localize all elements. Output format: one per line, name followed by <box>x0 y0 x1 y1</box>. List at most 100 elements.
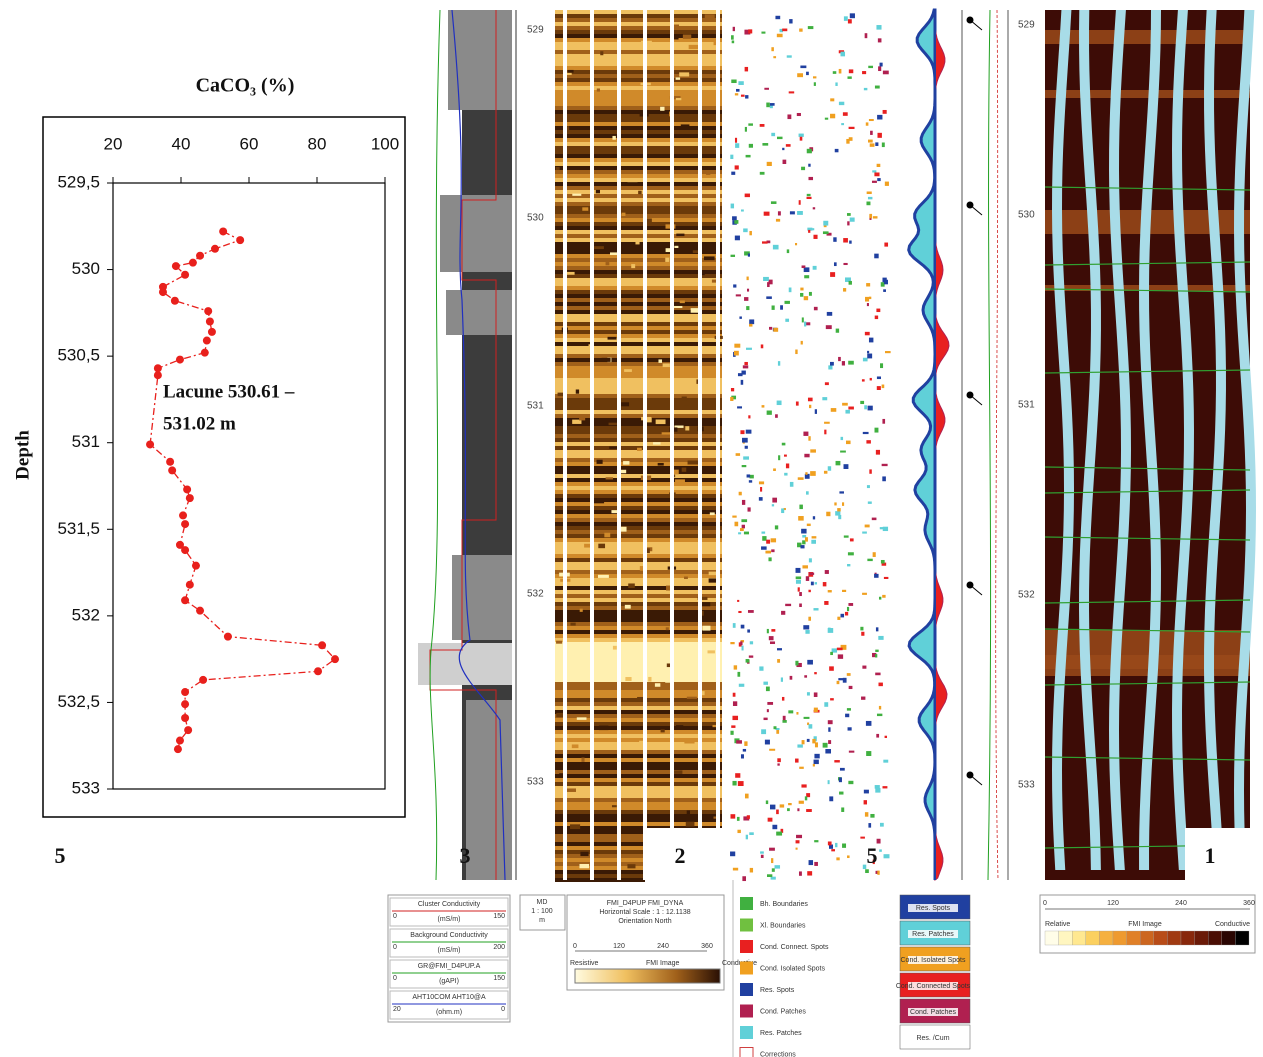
spot <box>800 293 803 297</box>
pad-gap <box>698 10 702 880</box>
spot <box>761 532 765 534</box>
spot <box>798 516 804 521</box>
spot <box>883 110 887 114</box>
image-strip <box>555 554 722 558</box>
spot <box>875 654 877 657</box>
spot <box>773 245 779 250</box>
image-speck <box>685 426 689 430</box>
spot <box>807 871 812 875</box>
spot <box>795 661 798 666</box>
image-speck <box>635 241 639 244</box>
spot <box>826 512 830 516</box>
spot <box>733 284 736 287</box>
spot <box>814 754 819 759</box>
spot <box>740 641 742 645</box>
spot <box>831 849 835 851</box>
spot <box>877 871 879 875</box>
image-speck <box>684 402 689 406</box>
spot <box>870 131 873 135</box>
spot <box>777 763 779 765</box>
spot <box>824 702 828 707</box>
spot <box>787 55 792 57</box>
spot <box>735 138 737 143</box>
spot <box>768 557 771 561</box>
spot <box>810 449 816 452</box>
spot <box>835 149 839 152</box>
spot <box>746 348 752 350</box>
data-point <box>318 641 326 649</box>
spot <box>877 164 881 167</box>
spot <box>778 211 781 215</box>
spot <box>765 551 771 554</box>
image-strip <box>555 82 722 86</box>
data-point <box>181 714 189 722</box>
spot <box>747 629 750 632</box>
spot <box>801 167 805 170</box>
spot <box>760 172 765 175</box>
spot <box>777 648 782 650</box>
image-speck <box>676 77 680 79</box>
spot <box>872 170 876 172</box>
image-strip <box>555 514 722 518</box>
x-tick-label: 100 <box>371 134 399 153</box>
stack-label: Cond. Isolated Spots <box>901 957 966 964</box>
spot <box>823 743 828 748</box>
spot <box>845 612 848 616</box>
spot <box>809 558 812 562</box>
spot <box>836 857 839 860</box>
spot <box>841 123 844 125</box>
spot <box>746 659 750 663</box>
spot <box>836 329 839 333</box>
image-speck <box>594 246 604 249</box>
spot <box>809 573 814 575</box>
spot <box>834 502 836 505</box>
spot <box>772 825 777 829</box>
spot <box>807 660 813 665</box>
spot <box>813 516 815 519</box>
spot <box>862 666 866 669</box>
fmi-tick: 0 <box>573 943 577 950</box>
spot <box>797 744 802 747</box>
image-strip <box>555 318 722 322</box>
image-speck <box>681 124 690 127</box>
image-strip <box>555 258 722 262</box>
spot <box>874 254 878 259</box>
spot <box>771 858 773 863</box>
image-strip <box>555 22 722 26</box>
pad-gap <box>590 10 594 880</box>
spot <box>814 840 818 842</box>
image-colorbar-cell <box>1167 931 1181 945</box>
track-block <box>440 195 512 272</box>
image-strip <box>555 74 722 78</box>
spot <box>748 253 750 256</box>
image-strip <box>555 202 722 206</box>
spot <box>773 726 776 729</box>
spot <box>867 485 870 488</box>
image-strip <box>555 778 722 782</box>
image-strip <box>555 534 722 538</box>
data-point <box>184 726 192 734</box>
spot <box>848 361 854 365</box>
image-strip <box>555 782 722 786</box>
spot <box>768 818 773 822</box>
image-speck <box>648 677 651 682</box>
spot <box>829 796 833 801</box>
spot <box>802 565 808 568</box>
y-axis-label: Depth <box>12 430 33 480</box>
spot <box>760 124 765 127</box>
image-speck <box>602 358 611 362</box>
data-point <box>224 633 232 641</box>
spot <box>843 238 848 242</box>
image-strip <box>555 226 722 230</box>
spot <box>744 532 749 535</box>
spot <box>837 617 840 620</box>
spot <box>884 243 888 247</box>
spot <box>861 697 865 700</box>
md-legend-text: MD <box>537 899 548 906</box>
image-strip <box>555 174 722 178</box>
image-strip <box>555 234 722 238</box>
spot <box>875 86 880 89</box>
image-colorbar-cell <box>1045 931 1059 945</box>
spot <box>750 868 753 873</box>
spot <box>806 809 812 812</box>
